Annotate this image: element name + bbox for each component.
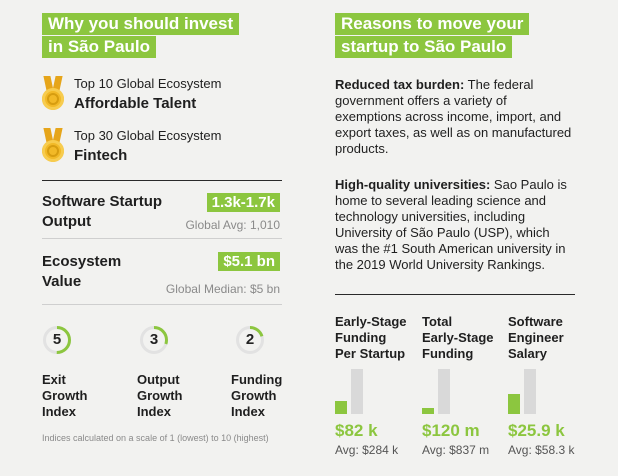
exit-growth-ring: 5 (42, 325, 72, 355)
award-fintech: Top 30 Global Ecosystem Fintech (42, 128, 221, 168)
medal-icon (42, 76, 64, 116)
funding-header-salary: Software Engineer Salary (508, 314, 564, 361)
divider (335, 294, 575, 295)
benchmark-bar (524, 369, 536, 414)
award-rank: Top 10 Global Ecosystem (74, 76, 222, 91)
funding-value: $82 k (335, 421, 378, 440)
award-title: Fintech (74, 147, 128, 164)
invest-headline: Why you should invest in São Paulo (42, 13, 240, 58)
invest-headline-line1: Why you should invest (42, 13, 240, 35)
index-label-exit: Exit Growth Index (42, 372, 88, 419)
funding-value: $120 m (422, 421, 480, 440)
sao-paulo-bar (422, 407, 434, 414)
award-title: Affordable Talent (74, 95, 197, 112)
index-label-funding: Funding Growth Index (231, 372, 283, 419)
metric-benchmark: Global Avg: 1,010 (185, 218, 280, 232)
metric-label: Ecosystem Value (42, 253, 122, 290)
award-affordable-talent: Top 10 Global Ecosystem Affordable Talen… (42, 76, 221, 116)
ring-progress (236, 326, 264, 354)
sao-paulo-bar (508, 394, 520, 414)
reasons-headline-line2: startup to São Paulo (335, 36, 513, 58)
award-rank: Top 30 Global Ecosystem (74, 128, 222, 143)
index-score: 5 (52, 331, 62, 348)
funding-average: Avg: $284 k (335, 443, 399, 457)
metric-label: Software Startup Output (42, 193, 163, 230)
index-score: 2 (245, 331, 255, 348)
metric-value: $5.1 bn (218, 252, 280, 271)
funding-value: $25.9 k (508, 421, 565, 440)
metric-benchmark: Global Median: $5 bn (165, 282, 280, 296)
funding-average: Avg: $58.3 k (508, 443, 575, 457)
reasons-headline: Reasons to move your startup to São Paul… (335, 13, 530, 58)
invest-headline-line2: in São Paulo (42, 36, 157, 58)
benchmark-bar (351, 369, 363, 414)
funding-bar-pair-total (422, 369, 454, 414)
medal-icon (42, 128, 64, 168)
benchmark-bar (438, 369, 450, 414)
funding-growth-ring: 2 (235, 325, 265, 355)
reasons-headline-line1: Reasons to move your (335, 13, 530, 35)
funding-average: Avg: $837 m (422, 443, 490, 457)
funding-bar-pair-salary (508, 369, 540, 414)
funding-bar-pair-per-startup (335, 369, 367, 414)
ring-progress (140, 326, 168, 354)
funding-header-per-startup: Early-Stage Funding Per Startup (335, 314, 407, 361)
divider (42, 180, 282, 181)
index-score: 3 (149, 331, 159, 348)
ring-progress (43, 326, 71, 354)
divider (42, 238, 282, 239)
footnote: Indices calculated on a scale of 1 (lowe… (42, 433, 269, 443)
divider (42, 304, 282, 305)
universities-paragraph: High-quality universities: Sao Paulo is … (335, 177, 567, 272)
tax-burden-paragraph: Reduced tax burden: The federal governme… (335, 77, 572, 156)
funding-header-total: Total Early-Stage Funding (422, 314, 494, 361)
output-growth-ring: 3 (139, 325, 169, 355)
metric-value-badge: 1.3k-1.7k (206, 193, 280, 213)
sao-paulo-bar (335, 400, 347, 414)
metric-value-badge: $5.1 bn (218, 252, 280, 272)
index-label-output: Output Growth Index (137, 372, 183, 419)
metric-value: 1.3k-1.7k (206, 193, 280, 212)
